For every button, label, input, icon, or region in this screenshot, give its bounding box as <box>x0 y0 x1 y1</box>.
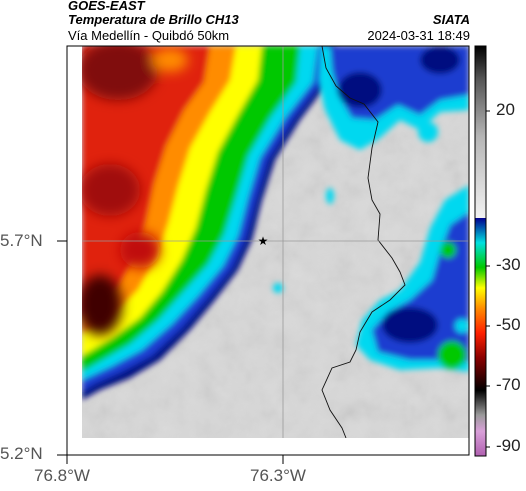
star-icon: ★ <box>258 234 269 248</box>
organization-name: SIATA <box>432 12 470 27</box>
cloud-core <box>152 48 188 72</box>
cloud-core <box>82 46 158 100</box>
cloud-cell-e-green <box>438 341 466 369</box>
timestamp: 2024-03-31 18:49 <box>367 28 470 43</box>
cloud-band-west <box>82 46 335 400</box>
colorbar-label: -70 <box>496 375 521 394</box>
cloud-cells-east <box>273 46 469 372</box>
lon-label: 76.8°W <box>34 466 90 485</box>
cloud-cell-ne-center <box>420 46 460 74</box>
cloud-cell-ne-center <box>338 72 382 108</box>
lat-label: 5.7°N <box>0 231 43 250</box>
map-imagery: ★ <box>82 46 469 438</box>
cloud-cell-small <box>326 188 334 204</box>
colorbar-label: -50 <box>496 315 521 334</box>
cloud-cell-e-green <box>440 242 456 258</box>
cloud-core <box>82 164 140 216</box>
colorbar-label: 20 <box>496 100 515 119</box>
region-name: Vía Medellín - Quibdó 50km <box>68 28 230 43</box>
cloud-cell-e-center <box>382 307 438 343</box>
product-title: Temperatura de Brillo CH13 <box>68 12 239 27</box>
cloud-cell-small <box>418 122 438 142</box>
map-frame <box>66 45 470 456</box>
lon-label: 76.3°W <box>250 466 306 485</box>
cloud-cores <box>82 46 188 335</box>
satellite-name: GOES-EAST <box>68 0 145 13</box>
cloud-core <box>82 275 122 335</box>
cloud-red <box>82 46 210 318</box>
colorbar-label: -30 <box>496 255 521 274</box>
cloud-core <box>120 232 160 268</box>
lat-label: 5.2°N <box>0 444 43 463</box>
colorbar-label: -90 <box>496 436 521 455</box>
cloud-cell-small <box>273 283 283 293</box>
cloud-cell-e-cyan <box>455 319 469 333</box>
colorbar <box>474 45 487 457</box>
coastline-border <box>321 46 406 438</box>
